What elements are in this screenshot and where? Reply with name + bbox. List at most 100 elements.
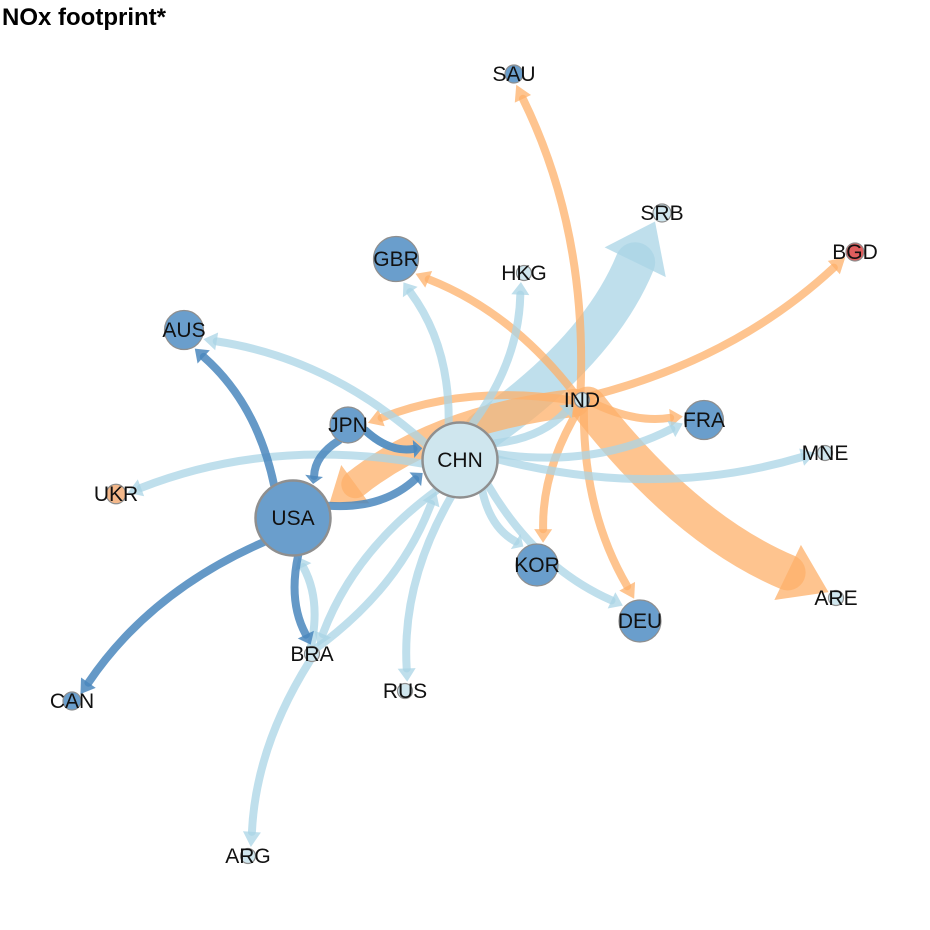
node-label-kor: KOR [514, 554, 560, 577]
edge-usa-chn [324, 475, 420, 511]
edge-ind-gbr [424, 275, 581, 400]
edge-chn-ind [489, 407, 570, 448]
node-circle-kor [515, 543, 559, 587]
edge-jpn-usa [310, 436, 343, 480]
edge-jpn-chn [361, 426, 418, 454]
arrowhead-jpn-usa [305, 474, 324, 485]
arrowhead-usa-bra [297, 630, 314, 645]
arrowhead-usa-chn [409, 472, 423, 487]
node-gbr: GBR [372, 235, 420, 283]
node-label-ukr: UKR [94, 483, 138, 506]
node-arg: ARG [225, 845, 271, 868]
arrowhead-chn-gbr [402, 282, 418, 298]
edge-usa-aus [199, 352, 279, 490]
node-label-bra: BRA [290, 643, 333, 666]
node-label-can: CAN [50, 690, 94, 713]
node-label-rus: RUS [383, 680, 427, 703]
node-kor: KOR [514, 543, 560, 587]
arrowhead-chn-mne [799, 448, 816, 466]
arrowhead-bra-chn [422, 491, 440, 508]
edge-ind-are [569, 386, 806, 591]
node-circle-usa [254, 479, 332, 557]
node-chn: CHN [421, 421, 499, 499]
node-bra: BRA [290, 643, 333, 666]
arrowhead-jpn-chn [412, 439, 423, 458]
node-aus: AUS [162, 309, 206, 351]
node-circle-deu [618, 599, 662, 643]
edge-usa-can [84, 537, 269, 687]
node-circle-mne [816, 444, 834, 462]
nodes-layer: CHN USA IND SAU SRB BGD GBR HKG AUS JPN FRA MNE UKR K… [50, 63, 878, 868]
node-circle-bgd [845, 242, 865, 262]
node-circle-fra [683, 399, 725, 441]
node-circle-ind [573, 391, 591, 409]
arrowhead-chn-kor [510, 533, 524, 550]
arrowhead-chn-ind [559, 404, 574, 419]
edge-ind-sau [518, 94, 586, 397]
node-circle-hkg [515, 264, 533, 282]
arrowhead-chn-hkg [511, 281, 530, 296]
arrowhead-ind-deu [619, 581, 636, 599]
edge-chn-ukr [136, 450, 427, 492]
edge-chn-fra [493, 424, 676, 462]
node-circle-gbr [372, 235, 420, 283]
node-are: ARE [814, 587, 857, 610]
node-label-chn: CHN [437, 449, 483, 472]
arrowhead-bra-arg [242, 831, 261, 847]
node-label-are: ARE [814, 587, 857, 610]
node-label-arg: ARG [225, 845, 271, 868]
node-deu: DEU [618, 599, 662, 643]
edge-chn-hkg [468, 290, 525, 429]
node-label-bgd: BGD [832, 241, 878, 264]
edge-bra-chn [312, 499, 436, 653]
edge-ind-deu [579, 403, 632, 591]
node-circle-arg [239, 847, 257, 865]
arrowhead-ind-bgd [827, 257, 846, 275]
arrowhead-ind-kor [534, 529, 553, 543]
arrowhead-chn-fra [667, 420, 683, 438]
node-rus: RUS [383, 680, 427, 703]
node-label-ind: IND [564, 389, 600, 412]
edge-chn-gbr [406, 288, 453, 429]
arrowhead-ind-sau [514, 84, 532, 103]
arrowhead-chn-deu [607, 592, 623, 609]
node-bgd: BGD [832, 241, 878, 264]
node-srb: SRB [640, 202, 683, 225]
chart-title: NOx footprint* [2, 4, 166, 31]
node-circle-bra [303, 645, 321, 663]
node-label-aus: AUS [162, 319, 205, 342]
node-label-mne: MNE [802, 442, 849, 465]
arrowhead-ind-gbr [415, 270, 433, 288]
node-label-srb: SRB [640, 202, 683, 225]
node-label-sau: SAU [492, 63, 535, 86]
node-label-gbr: GBR [373, 248, 419, 271]
edge-chn-bra [318, 485, 442, 638]
node-fra: FRA [683, 399, 725, 441]
edge-bra-arg [247, 657, 314, 836]
node-label-fra: FRA [683, 409, 725, 432]
arrowhead-usa-can [80, 677, 96, 694]
arrowhead-chn-srb [604, 221, 666, 278]
node-label-deu: DEU [618, 610, 662, 633]
edges-layer [80, 84, 846, 847]
node-label-hkg: HKG [501, 262, 547, 285]
node-can: CAN [50, 690, 94, 713]
node-label-jpn: JPN [328, 414, 368, 437]
node-ukr: UKR [94, 483, 138, 506]
node-sau: SAU [492, 63, 535, 86]
node-circle-are [827, 589, 845, 607]
node-circle-srb [652, 203, 672, 223]
node-mne: MNE [802, 442, 849, 465]
node-jpn: JPN [328, 406, 368, 444]
arrowhead-ind-jpn [367, 409, 385, 427]
node-circle-jpn [329, 406, 367, 444]
edge-ind-jpn [377, 391, 579, 422]
node-circle-aus [163, 309, 205, 351]
node-circle-chn [421, 421, 499, 499]
arrowhead-ind-usa [329, 465, 370, 504]
edge-chn-kor [478, 486, 520, 546]
arrowhead-chn-ukr [127, 479, 145, 497]
edge-chn-rus [402, 492, 456, 673]
node-circle-sau [504, 64, 524, 84]
